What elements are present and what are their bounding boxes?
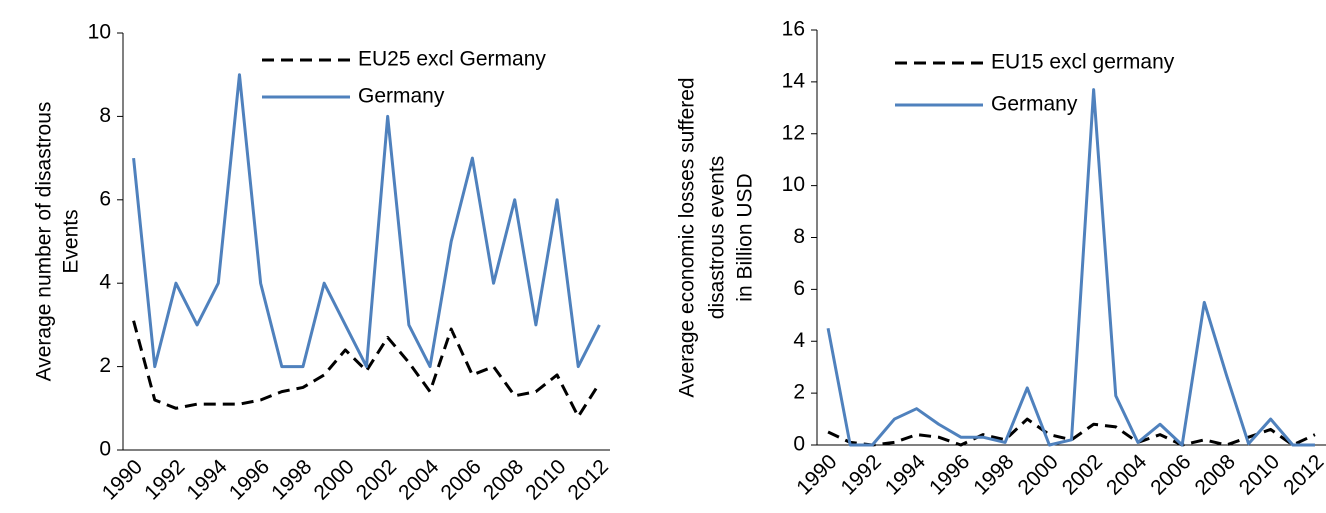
x-tick-label: 2002 [1058,450,1107,499]
y-axis-label: Average economic losses suffered [676,77,699,397]
y-tick-label: 2 [99,354,111,377]
y-tick-label: 4 [99,271,111,294]
y-axis-label: in Billion USD [734,173,757,301]
legend-label: Germany [991,93,1078,116]
x-tick-label: 1994 [182,455,232,505]
y-axis-label: Events [60,209,83,273]
x-tick-label: 1992 [140,455,189,504]
legend-label: Germany [358,85,445,108]
series-line [132,320,601,419]
y-tick-label: 6 [793,277,805,300]
y-tick-label: 8 [793,225,805,248]
x-tick-label: 2010 [521,455,570,504]
x-tick-label: 2006 [437,455,486,504]
x-tick-label: 2012 [564,455,613,504]
legend-label: EU25 excl Germany [358,48,546,71]
y-tick-label: 0 [99,438,111,461]
y-tick-label: 10 [88,21,111,44]
series-line [132,73,601,369]
x-tick-label: 1990 [98,455,147,504]
legend-label: EU15 excl germany [991,51,1175,74]
y-tick-label: 10 [782,173,805,196]
x-tick-label: 2010 [1235,450,1284,499]
y-tick-label: 14 [782,69,806,92]
x-tick-label: 1992 [836,450,885,499]
y-tick-label: 0 [793,433,805,456]
x-tick-label: 1994 [881,450,931,500]
x-tick-label: 1990 [792,450,841,499]
series-line [826,88,1315,447]
x-tick-label: 2006 [1146,450,1195,499]
x-tick-label: 2002 [352,455,401,504]
x-tick-label: 2008 [1191,450,1240,499]
y-tick-label: 8 [99,104,111,127]
y-tick-label: 6 [99,187,111,210]
x-tick-label: 2004 [394,455,444,505]
y-axis-label: disastrous events [706,156,729,319]
y-tick-label: 16 [782,18,805,41]
x-tick-label: 2008 [479,455,528,504]
x-tick-label: 2000 [1014,450,1063,499]
y-tick-label: 12 [782,121,805,144]
x-tick-label: 1996 [925,450,974,499]
x-tick-label: 2004 [1102,450,1152,500]
x-tick-label: 1998 [267,455,316,504]
x-tick-label: 2000 [309,455,358,504]
y-tick-label: 2 [793,381,805,404]
series-line [827,417,1316,447]
x-tick-label: 2012 [1279,450,1326,499]
x-tick-label: 1996 [225,455,274,504]
y-tick-label: 4 [793,329,805,352]
x-tick-label: 1998 [969,450,1018,499]
y-axis-label: Average number of disastrous [33,102,56,382]
